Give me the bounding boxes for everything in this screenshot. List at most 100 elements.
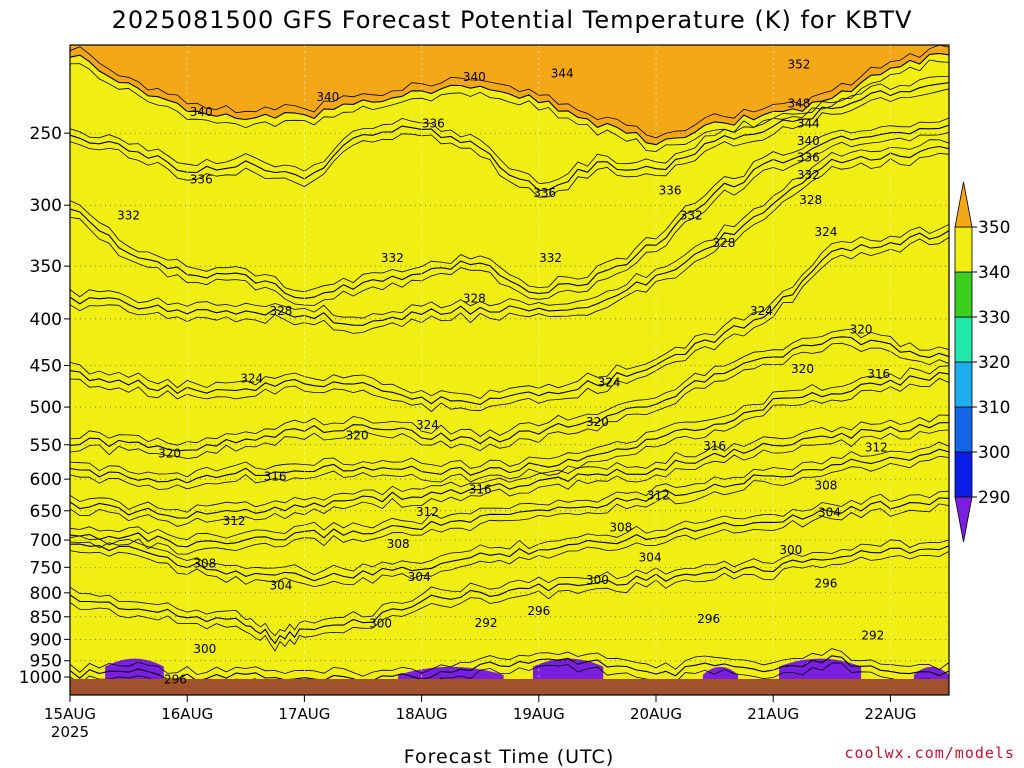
contour-minor xyxy=(70,342,949,460)
grid-lines xyxy=(70,45,949,681)
contour-label-316: 316 xyxy=(264,469,287,483)
y-tick-label-300: 300 xyxy=(30,196,62,216)
x-tick-label-15AUG: 15AUG xyxy=(44,705,96,723)
contour-label-300: 300 xyxy=(193,642,216,656)
contour-lines xyxy=(70,45,949,681)
contour-label-324: 324 xyxy=(240,371,263,385)
contour-label-336: 336 xyxy=(533,186,556,200)
contour-label-332: 332 xyxy=(381,251,404,265)
y-tick-label-500: 500 xyxy=(30,398,62,418)
y-tick-label-700: 700 xyxy=(30,531,62,551)
contour-label-328: 328 xyxy=(270,304,293,318)
colorbar-label-310: 310 xyxy=(978,398,1010,418)
colorbar-box xyxy=(954,226,973,273)
y-tick-label-450: 450 xyxy=(30,356,62,376)
y-tick-label-800: 800 xyxy=(30,584,62,604)
contour-label-328: 328 xyxy=(463,292,486,306)
contour-minor xyxy=(70,414,949,513)
contour-minor xyxy=(70,152,949,334)
contour-label-292: 292 xyxy=(861,628,884,642)
contour-minor xyxy=(70,132,949,306)
contour-label-316: 316 xyxy=(469,483,492,497)
band-340 xyxy=(70,53,949,681)
contour-332 xyxy=(70,124,949,299)
purple-pocket xyxy=(532,658,604,681)
contour-label-304: 304 xyxy=(639,551,662,565)
contour-minor xyxy=(70,662,949,681)
y-axis: 2503003504004505005506006507007508008509… xyxy=(19,124,70,688)
colorbar-box xyxy=(954,451,973,498)
contour-label-300: 300 xyxy=(586,573,609,587)
contour-label-340: 340 xyxy=(190,105,213,119)
terrain-bar xyxy=(70,679,949,695)
contour-328 xyxy=(70,145,949,326)
colorbar-label-300: 300 xyxy=(978,443,1010,463)
contour-label-308: 308 xyxy=(609,520,632,534)
contour-minor xyxy=(70,59,949,152)
contour-label-344: 344 xyxy=(551,67,574,81)
contour-label-340: 340 xyxy=(797,134,820,148)
contour-316 xyxy=(70,371,949,484)
contour-minor xyxy=(70,236,949,413)
contour-label-348: 348 xyxy=(788,97,811,111)
contour-label-320: 320 xyxy=(586,415,609,429)
contour-label-332: 332 xyxy=(539,251,562,265)
contour-324 xyxy=(70,230,949,406)
contour-label-324: 324 xyxy=(598,376,621,390)
colorbar-box xyxy=(954,316,973,363)
contour-minor xyxy=(70,455,949,555)
contour-label-336: 336 xyxy=(190,172,213,186)
contour-minor xyxy=(70,223,949,399)
x-tick-label-19AUG: 19AUG xyxy=(513,705,565,723)
colorbar-box xyxy=(954,361,973,408)
contour-minor xyxy=(70,76,949,185)
purple-pocket xyxy=(702,666,739,681)
x-tick-label-18AUG: 18AUG xyxy=(396,705,448,723)
contour-label-312: 312 xyxy=(865,441,888,455)
contour-label-328: 328 xyxy=(713,236,736,250)
purple-pocket xyxy=(398,666,504,681)
contour-label-316: 316 xyxy=(703,439,726,453)
purple-pocket xyxy=(913,666,949,681)
contour-label-324: 324 xyxy=(750,304,773,318)
y-tick-label-950: 950 xyxy=(30,652,62,672)
contour-minor xyxy=(70,441,949,541)
contour-labels: 352 348 344 344 340 340 340 340 336 336 336 336 336 3… xyxy=(117,57,890,686)
contour-label-308: 308 xyxy=(387,537,410,551)
contour-label-312: 312 xyxy=(647,488,670,502)
y-tick-label-600: 600 xyxy=(30,470,62,490)
contour-label-336: 336 xyxy=(797,151,820,165)
contour-minor xyxy=(70,139,949,319)
y-tick-label-350: 350 xyxy=(30,257,62,277)
contour-label-320: 320 xyxy=(158,446,181,460)
contour-minor xyxy=(70,45,949,139)
credit-text: coolwx.com/models xyxy=(844,744,1015,762)
contour-336 xyxy=(70,82,949,192)
contour-320 xyxy=(70,336,949,452)
contour-label-344: 344 xyxy=(797,117,820,131)
colorbar-box xyxy=(954,406,973,453)
contour-296 xyxy=(70,655,949,681)
y-tick-label-650: 650 xyxy=(30,502,62,522)
contour-label-352: 352 xyxy=(788,57,811,71)
contour-label-340: 340 xyxy=(316,90,339,104)
y-tick-label-550: 550 xyxy=(30,436,62,456)
contour-minor xyxy=(70,429,949,527)
contour-label-332: 332 xyxy=(797,168,820,182)
colorbar-high-arrow xyxy=(954,181,973,228)
contour-label-296: 296 xyxy=(697,612,720,626)
contour-label-320: 320 xyxy=(850,323,873,337)
contour-label-300: 300 xyxy=(779,543,802,557)
contour-label-312: 312 xyxy=(416,505,439,519)
colorbar-label-320: 320 xyxy=(978,353,1010,373)
contour-minor xyxy=(70,377,949,490)
colorbar-label-290: 290 xyxy=(978,488,1010,508)
contour-label-312: 312 xyxy=(223,514,246,528)
contour-label-340: 340 xyxy=(463,70,486,84)
contour-minor xyxy=(70,117,949,293)
contour-label-320: 320 xyxy=(791,362,814,376)
contour-label-300: 300 xyxy=(369,617,392,631)
contour-label-296: 296 xyxy=(164,672,187,686)
colorbar-label-330: 330 xyxy=(978,308,1010,328)
colorbar-label-340: 340 xyxy=(978,263,1010,283)
